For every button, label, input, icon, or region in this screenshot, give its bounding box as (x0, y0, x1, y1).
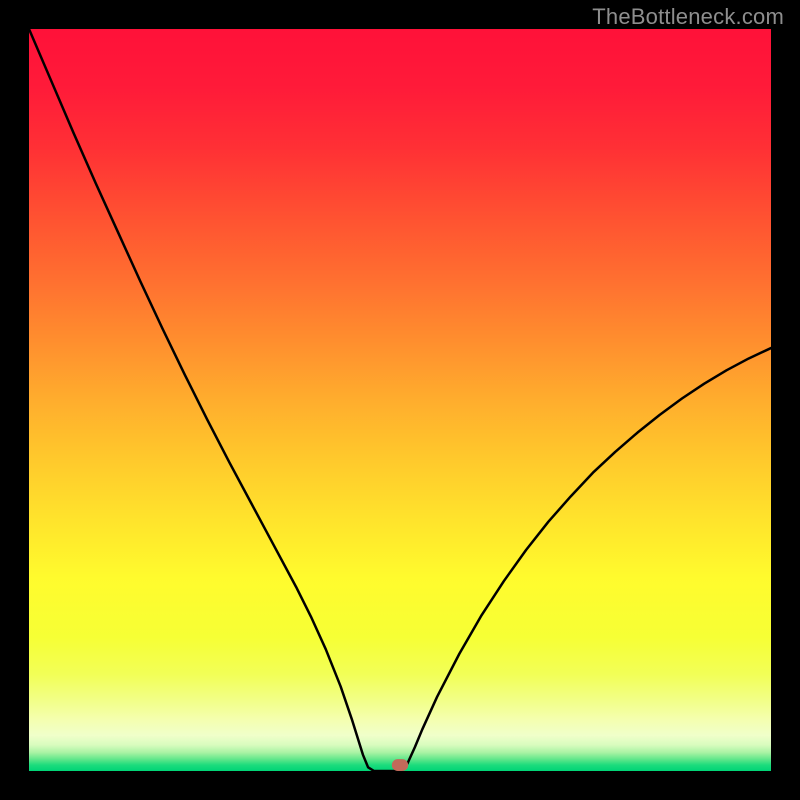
bottleneck-marker (392, 759, 408, 771)
plot-area (29, 29, 771, 771)
watermark-label: TheBottleneck.com (592, 4, 784, 30)
gradient-background (29, 29, 771, 771)
chart-frame: TheBottleneck.com (0, 0, 800, 800)
bottleneck-gradient-chart (29, 29, 771, 771)
